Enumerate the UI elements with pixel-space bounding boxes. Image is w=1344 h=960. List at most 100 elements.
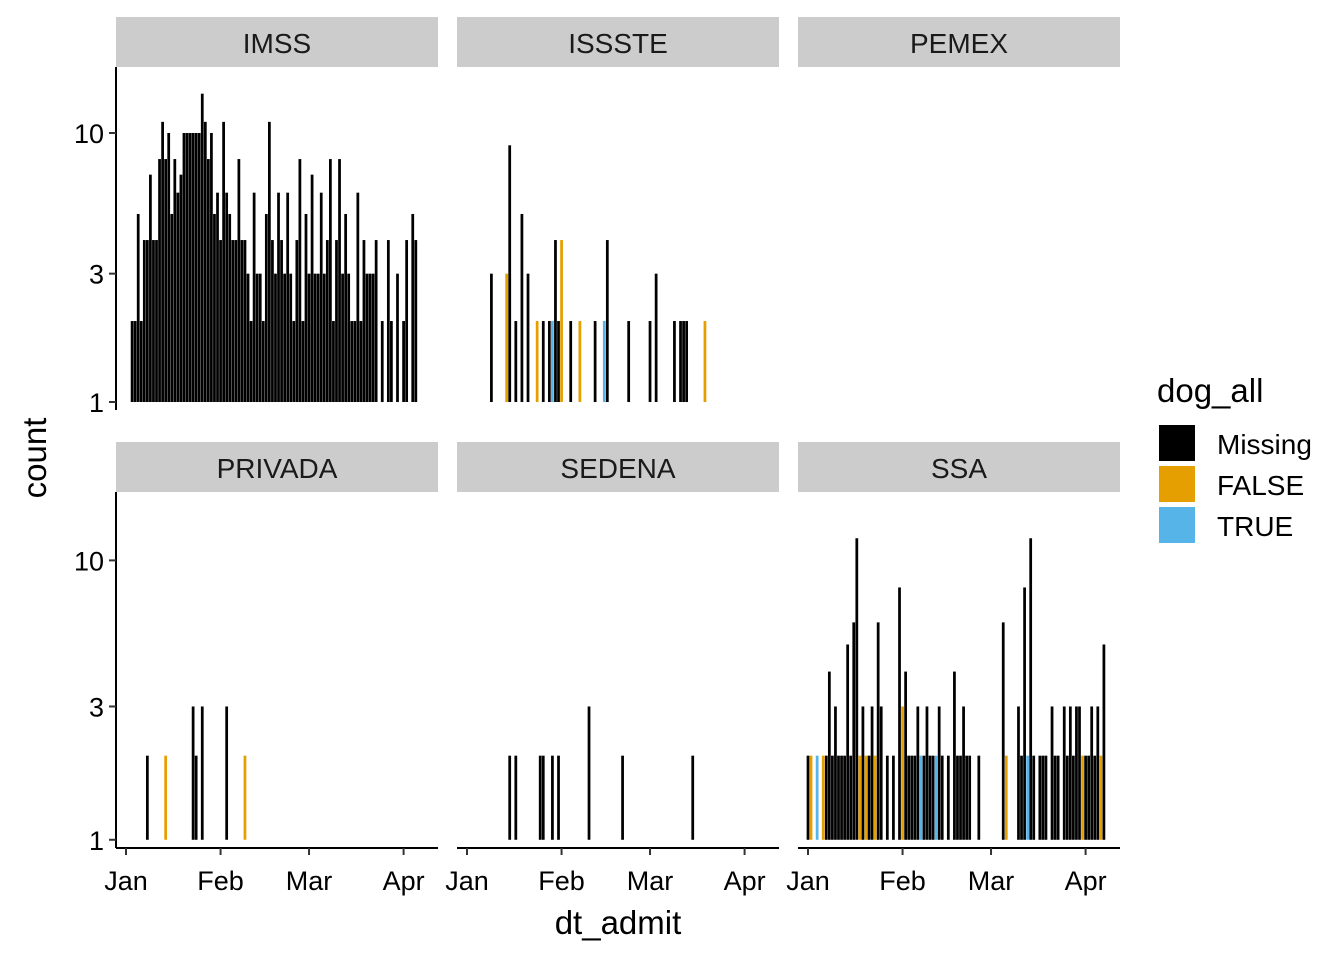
bar-2020-02-26-missing bbox=[977, 755, 981, 840]
bar-2020-01-13-missing bbox=[843, 755, 846, 840]
bar-2020-01-15-missing bbox=[849, 755, 853, 840]
bar-2020-03-16-missing bbox=[353, 321, 357, 403]
bar-2020-01-16-missing bbox=[852, 622, 856, 840]
bar-2020-03-11-missing bbox=[1020, 755, 1023, 840]
bar-2020-03-10-missing bbox=[335, 240, 338, 403]
bar-2020-01-23-missing bbox=[191, 706, 195, 840]
bar-2020-02-21-missing bbox=[962, 706, 965, 840]
bar-2020-04-05-missing bbox=[1096, 706, 1100, 840]
bar-2020-01-04-true bbox=[815, 755, 819, 840]
bar-2020-02-16-missing bbox=[605, 240, 609, 403]
bar-2020-01-15-missing bbox=[508, 145, 512, 403]
bar-2020-01-18-false bbox=[858, 755, 862, 840]
bar-2020-01-19-missing bbox=[861, 706, 865, 840]
bar-2020-03-09-missing bbox=[332, 321, 335, 403]
bar-2020-04-03-missing bbox=[1090, 706, 1094, 840]
bar-2020-03-01-missing bbox=[648, 321, 652, 403]
bar-2020-02-12-true bbox=[934, 755, 938, 840]
bar-2020-02-15-missing bbox=[261, 321, 265, 403]
bar-2020-03-25-missing bbox=[380, 321, 384, 403]
bar-2020-02-27-missing bbox=[298, 159, 302, 402]
bar-2020-03-02-missing bbox=[310, 174, 314, 402]
legend: dog_all Missing FALSE TRUE bbox=[1157, 372, 1312, 543]
x-tick-label: Mar bbox=[968, 866, 1015, 896]
bar-2020-03-22-missing bbox=[371, 273, 375, 403]
bar-2020-02-09-missing bbox=[243, 240, 247, 403]
bar-2020-04-04-missing bbox=[1093, 755, 1097, 840]
bar-2020-03-05-missing bbox=[1001, 622, 1005, 840]
bar-2020-01-24-missing bbox=[876, 622, 880, 840]
bar-2020-03-13-missing bbox=[685, 321, 689, 403]
bar-2020-02-01-false bbox=[901, 706, 904, 840]
bar-2020-03-01-missing bbox=[307, 273, 311, 403]
bar-2020-03-27-missing bbox=[1068, 706, 1072, 840]
facet-panels: IMSS ISSSTE PEMEX PRIVADA SEDENA SSA bbox=[116, 17, 1120, 840]
bar-2020-03-08-missing bbox=[329, 159, 332, 402]
bar-2020-02-24-missing bbox=[289, 273, 293, 403]
bar-2020-03-05-missing bbox=[319, 192, 323, 402]
bar-2020-01-17-missing bbox=[855, 538, 859, 840]
bar-2020-01-26-missing bbox=[541, 321, 545, 403]
bar-2020-01-26-missing bbox=[541, 755, 545, 840]
bar-2020-01-20-false bbox=[864, 755, 868, 840]
bar-2020-03-19-false bbox=[703, 321, 707, 403]
facet-pemex: PEMEX bbox=[798, 17, 1120, 67]
x-tick-label: Feb bbox=[879, 866, 926, 896]
bar-2020-02-05-missing bbox=[913, 755, 917, 840]
bar-2020-02-07-true bbox=[919, 755, 923, 840]
bar-2020-03-09-missing bbox=[673, 321, 676, 403]
bar-2020-02-14-missing bbox=[258, 273, 262, 403]
bar-2020-03-28-missing bbox=[390, 321, 393, 403]
bar-2020-02-13-missing bbox=[937, 706, 941, 840]
bar-2020-02-20-missing bbox=[277, 192, 280, 402]
bar-2020-03-06-false bbox=[1004, 755, 1008, 840]
bar-2020-03-12-missing bbox=[1023, 587, 1026, 840]
bar-2020-02-03-missing bbox=[907, 755, 911, 840]
bar-2020-04-06-false bbox=[1099, 755, 1103, 840]
bar-2020-01-12-missing bbox=[158, 159, 161, 402]
bar-2020-03-07-missing bbox=[325, 240, 329, 403]
bar-2020-02-03-missing bbox=[225, 192, 229, 402]
bar-2020-01-08-missing bbox=[827, 671, 831, 840]
bar-2020-03-14-missing bbox=[347, 273, 351, 403]
bar-2020-03-21-missing bbox=[368, 273, 372, 403]
legend-key-true bbox=[1159, 507, 1195, 543]
bar-2020-02-19-missing bbox=[956, 755, 959, 840]
bar-2020-04-07-missing bbox=[1102, 644, 1106, 840]
bar-2020-03-14-missing bbox=[1029, 538, 1033, 840]
bar-2020-03-18-missing bbox=[1041, 755, 1045, 840]
facet-imss: IMSS bbox=[116, 17, 438, 403]
bar-2020-01-11-missing bbox=[155, 240, 158, 403]
bar-2020-02-22-missing bbox=[283, 273, 286, 403]
facet-strip-label: PEMEX bbox=[910, 28, 1008, 59]
bar-2020-02-05-missing bbox=[231, 240, 235, 403]
facet-strip-label: ISSSTE bbox=[568, 28, 668, 59]
bar-2020-01-27-missing bbox=[203, 121, 207, 403]
facet-privada: PRIVADA bbox=[116, 442, 438, 840]
facet-sedena: SEDENA bbox=[457, 442, 779, 840]
bar-2020-01-22-missing bbox=[188, 132, 192, 403]
bar-2020-03-04-missing bbox=[316, 273, 320, 403]
x-tick-label: Mar bbox=[627, 866, 674, 896]
facet-strip bbox=[798, 17, 1120, 67]
bar-2020-02-21-missing bbox=[621, 755, 624, 840]
x-tick-label: Jan bbox=[786, 866, 830, 896]
bar-2020-02-04-missing bbox=[569, 321, 573, 403]
y-tick-label: 3 bbox=[89, 260, 104, 290]
bar-2020-01-22-missing bbox=[870, 706, 874, 840]
bar-2020-01-09-missing bbox=[490, 273, 493, 403]
bar-2020-02-18-missing bbox=[953, 671, 956, 840]
bar-2020-03-18-missing bbox=[359, 321, 363, 403]
y-tick-label: 1 bbox=[89, 826, 104, 856]
bar-2020-02-08-missing bbox=[240, 240, 244, 403]
bar-2020-01-27-missing bbox=[885, 755, 889, 840]
bar-2020-02-10-missing bbox=[928, 755, 932, 840]
bar-2020-01-10-missing bbox=[152, 240, 155, 403]
legend-label: TRUE bbox=[1217, 511, 1293, 542]
x-tick-label: Apr bbox=[724, 866, 766, 896]
bar-2020-01-02-false bbox=[809, 755, 813, 840]
bar-2020-02-21-missing bbox=[280, 240, 283, 403]
bar-2020-04-05-missing bbox=[414, 240, 418, 403]
bar-2020-02-11-missing bbox=[249, 321, 253, 403]
bar-2020-02-02-missing bbox=[222, 121, 225, 403]
